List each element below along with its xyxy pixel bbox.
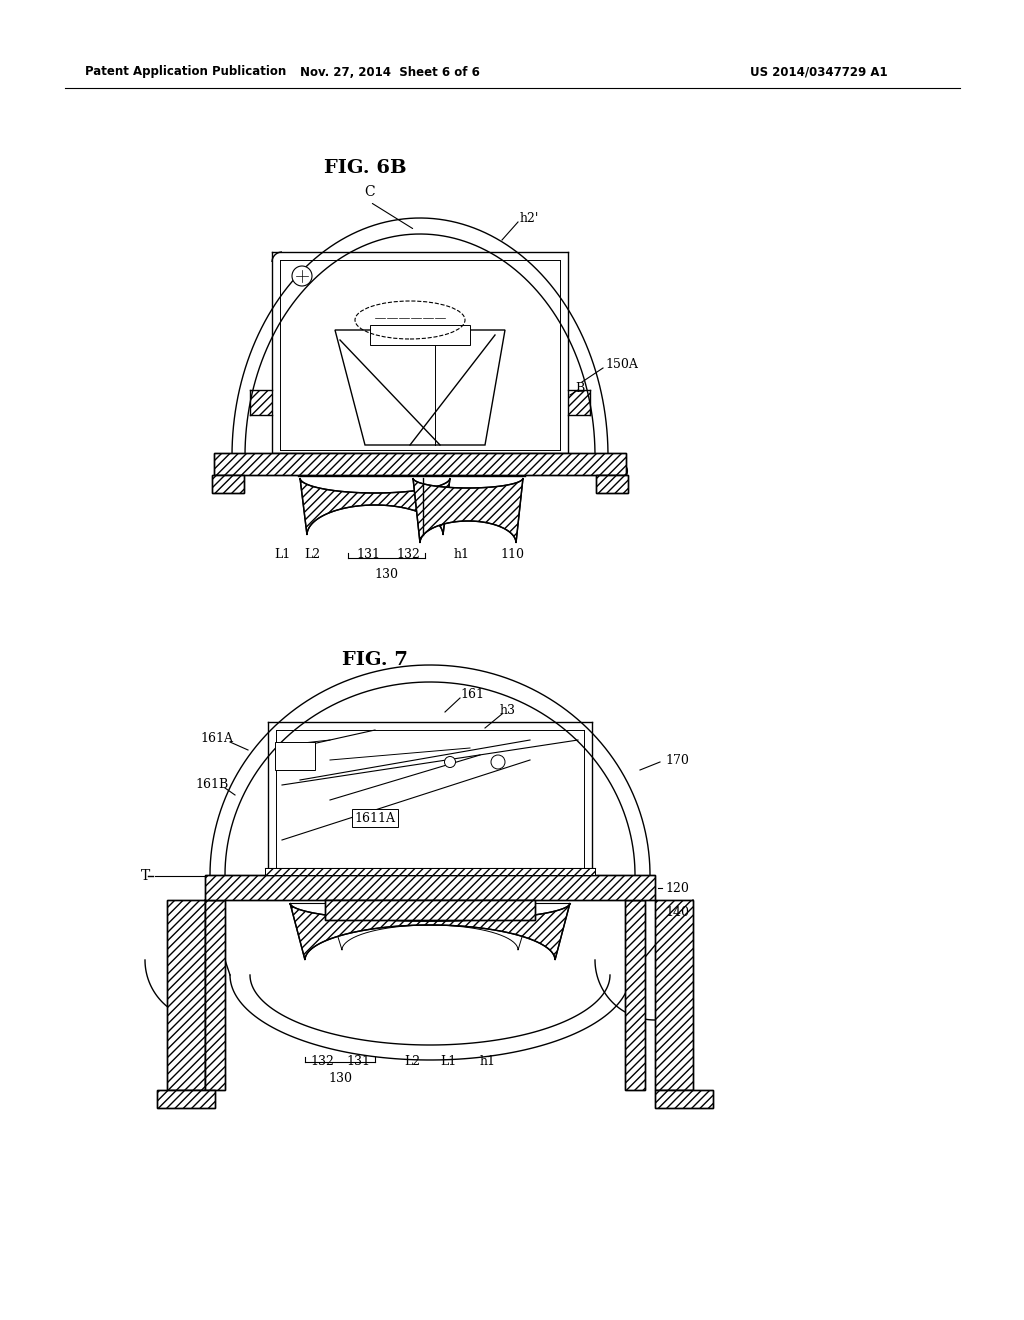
Text: 130: 130 bbox=[328, 1072, 352, 1085]
Bar bbox=[275, 742, 315, 770]
Polygon shape bbox=[290, 903, 570, 960]
Bar bbox=[212, 475, 244, 492]
Text: 161B: 161B bbox=[195, 779, 228, 792]
Text: 161A: 161A bbox=[200, 731, 233, 744]
Bar bbox=[655, 900, 693, 1090]
Bar bbox=[205, 875, 655, 900]
Polygon shape bbox=[300, 478, 450, 535]
Bar bbox=[157, 1090, 215, 1107]
Text: FIG. 6B: FIG. 6B bbox=[324, 158, 407, 177]
Bar bbox=[655, 900, 693, 1090]
Bar bbox=[655, 1090, 713, 1107]
Bar bbox=[568, 389, 590, 414]
Bar bbox=[167, 900, 205, 1090]
Ellipse shape bbox=[490, 755, 505, 770]
Text: L1: L1 bbox=[273, 548, 290, 561]
Text: 1611A: 1611A bbox=[354, 812, 395, 825]
Bar bbox=[596, 475, 628, 492]
Polygon shape bbox=[413, 478, 523, 543]
Text: 132: 132 bbox=[310, 1055, 334, 1068]
Text: L1: L1 bbox=[440, 1055, 456, 1068]
Text: 131: 131 bbox=[346, 1055, 370, 1068]
Bar bbox=[325, 900, 535, 920]
Text: Nov. 27, 2014  Sheet 6 of 6: Nov. 27, 2014 Sheet 6 of 6 bbox=[300, 66, 480, 78]
Text: Patent Application Publication: Patent Application Publication bbox=[85, 66, 287, 78]
Bar bbox=[265, 869, 595, 875]
Bar bbox=[167, 900, 205, 1090]
Bar bbox=[212, 475, 244, 492]
Bar bbox=[214, 453, 626, 475]
Text: 132: 132 bbox=[396, 548, 420, 561]
Text: h3: h3 bbox=[500, 704, 516, 717]
Text: 170: 170 bbox=[665, 754, 689, 767]
Bar bbox=[370, 325, 470, 345]
Bar bbox=[325, 900, 535, 920]
Bar bbox=[205, 900, 225, 1090]
Bar bbox=[157, 1090, 215, 1107]
Bar bbox=[214, 453, 626, 475]
Text: FIG. 7: FIG. 7 bbox=[342, 651, 408, 669]
Text: h1: h1 bbox=[480, 1055, 496, 1068]
Text: B: B bbox=[575, 381, 585, 395]
Bar bbox=[596, 475, 628, 492]
Bar bbox=[265, 869, 595, 875]
Ellipse shape bbox=[444, 756, 456, 767]
Text: h2': h2' bbox=[520, 211, 540, 224]
Text: US 2014/0347729 A1: US 2014/0347729 A1 bbox=[750, 66, 888, 78]
Text: 120: 120 bbox=[605, 466, 629, 479]
Text: 140: 140 bbox=[665, 906, 689, 919]
Text: 131: 131 bbox=[356, 548, 380, 561]
Text: A: A bbox=[400, 388, 410, 403]
Bar bbox=[625, 900, 645, 1090]
Text: 110: 110 bbox=[500, 548, 524, 561]
Bar bbox=[625, 900, 645, 1090]
Text: C: C bbox=[365, 185, 376, 199]
Ellipse shape bbox=[292, 267, 312, 286]
Text: L2: L2 bbox=[304, 548, 321, 561]
Text: h1: h1 bbox=[454, 548, 470, 561]
Bar bbox=[205, 875, 655, 900]
Bar bbox=[205, 900, 225, 1090]
Text: T: T bbox=[140, 869, 150, 883]
Text: L2: L2 bbox=[403, 1055, 420, 1068]
Text: 120: 120 bbox=[665, 882, 689, 895]
Text: 130: 130 bbox=[375, 568, 398, 581]
Text: 150A: 150A bbox=[605, 359, 638, 371]
Polygon shape bbox=[335, 330, 505, 445]
Bar bbox=[250, 389, 272, 414]
Bar bbox=[655, 1090, 713, 1107]
Text: 161: 161 bbox=[460, 689, 484, 701]
